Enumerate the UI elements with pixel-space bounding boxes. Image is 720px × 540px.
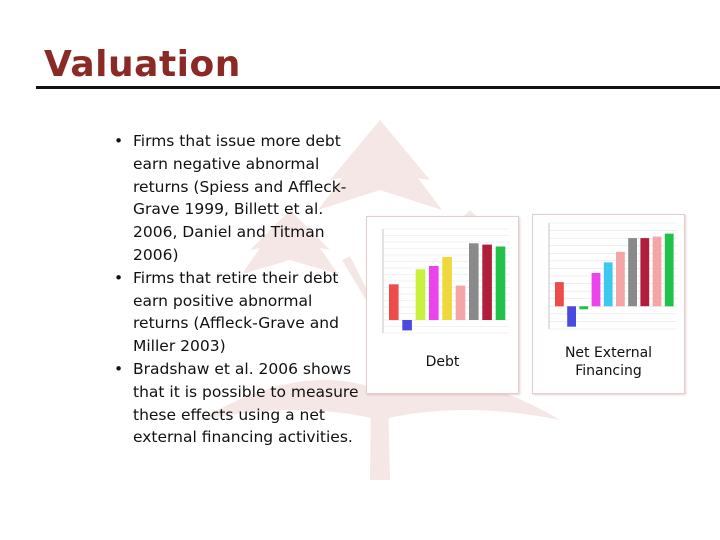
- chart-bar: [442, 257, 452, 320]
- chart-bar: [402, 320, 412, 331]
- chart-bar: [616, 251, 625, 307]
- chart-bar: [455, 285, 466, 320]
- chart-bar: [555, 282, 564, 307]
- nef-caption-line-2: Financing: [575, 363, 642, 379]
- slide-title: Valuation: [44, 44, 241, 85]
- nef-caption-line-1: Net External: [564, 345, 653, 361]
- chart-bar: [495, 246, 506, 320]
- chart-bar: [469, 243, 479, 320]
- debt-chart-caption: Debt: [425, 354, 460, 370]
- debt-chart-card: Debt: [366, 216, 519, 394]
- chart-bar: [628, 238, 637, 307]
- chart-bar: [579, 306, 589, 310]
- bullet-item: Firms that retire their debt earn positi…: [114, 267, 359, 358]
- nef-chart-card: Net External Financing: [532, 214, 685, 394]
- bullet-item: Bradshaw et al. 2006 shows that it is po…: [114, 358, 359, 449]
- nef-chart-caption: Net External Financing: [533, 344, 684, 380]
- debt-bar-chart: [382, 228, 509, 334]
- chart-bar: [429, 266, 439, 320]
- chart-bar: [389, 284, 399, 321]
- chart-bar: [482, 244, 492, 320]
- chart-bar: [652, 236, 662, 307]
- chart-bar: [415, 269, 426, 320]
- bullet-list: Firms that issue more debt earn negative…: [114, 130, 359, 449]
- chart-bar: [591, 273, 601, 307]
- chart-bar: [603, 262, 613, 307]
- chart-bar: [664, 233, 674, 307]
- title-divider: [36, 86, 720, 89]
- bullet-item: Firms that issue more debt earn negative…: [114, 130, 359, 267]
- chart-bar: [567, 306, 576, 327]
- chart-bar: [640, 238, 650, 307]
- nef-bar-chart: [548, 222, 677, 330]
